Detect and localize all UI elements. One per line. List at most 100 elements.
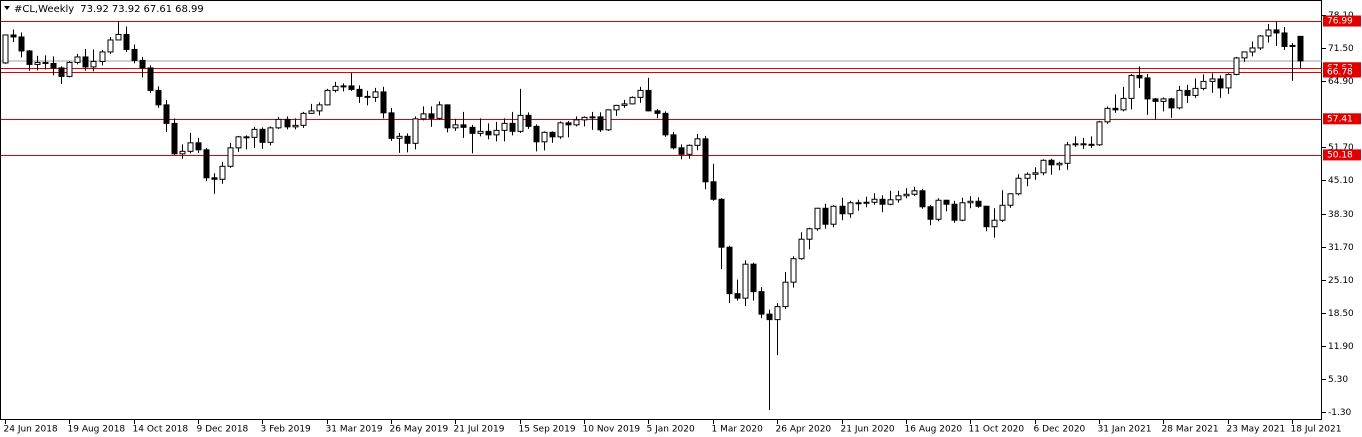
candle-body bbox=[822, 207, 829, 225]
candle-body bbox=[1249, 47, 1256, 53]
candle-body bbox=[1136, 74, 1143, 79]
candle-body bbox=[219, 165, 226, 180]
candle-body bbox=[139, 59, 146, 69]
candle-body bbox=[742, 263, 749, 299]
candle-body bbox=[790, 258, 797, 283]
candle-body bbox=[155, 89, 162, 106]
symbol: #CL,Weekly bbox=[14, 4, 74, 15]
candle-body bbox=[436, 104, 443, 119]
candle-body bbox=[983, 205, 990, 228]
candle-body bbox=[90, 60, 97, 68]
x-tick-label: 19 Aug 2018 bbox=[68, 425, 126, 435]
plot-marks bbox=[1, 20, 1322, 411]
x-tick-label: 6 Dec 2020 bbox=[1034, 425, 1086, 435]
candle-body bbox=[830, 205, 837, 225]
candle-body bbox=[927, 206, 934, 220]
candle-body bbox=[686, 144, 693, 155]
ohlc-close: 68.99 bbox=[175, 4, 204, 15]
candle-body bbox=[82, 56, 89, 68]
y-tick-label: 25.10 bbox=[1328, 276, 1354, 286]
candle-body bbox=[1209, 78, 1216, 82]
candle-body bbox=[324, 89, 331, 106]
candle-body bbox=[469, 126, 476, 134]
x-tick-label: 14 Oct 2018 bbox=[133, 425, 189, 435]
candle-body bbox=[718, 198, 725, 248]
candle-body bbox=[1104, 107, 1111, 123]
x-tick-label: 21 Jul 2019 bbox=[454, 425, 505, 435]
candle-body bbox=[163, 104, 170, 124]
y-tick-label: 5.30 bbox=[1328, 375, 1348, 385]
candle-body bbox=[549, 131, 556, 138]
candle-body bbox=[629, 96, 636, 105]
candle-body bbox=[774, 306, 781, 321]
y-tick-label: 38.30 bbox=[1328, 210, 1354, 220]
candle-body bbox=[203, 149, 210, 179]
candle-body bbox=[605, 109, 612, 131]
x-tick-label: 9 Dec 2018 bbox=[197, 425, 249, 435]
ohlc-open: 73.92 bbox=[80, 4, 109, 15]
menu-arrow[interactable] bbox=[4, 6, 10, 10]
candle-body bbox=[1007, 193, 1014, 206]
x-tick-label: 26 May 2019 bbox=[390, 425, 449, 435]
level-label-bg bbox=[1323, 113, 1361, 125]
candle-body bbox=[1112, 107, 1119, 111]
level-label: 50.18 bbox=[1327, 150, 1353, 160]
candle-body bbox=[195, 142, 202, 151]
candle-body bbox=[131, 48, 138, 61]
candle-body bbox=[493, 129, 500, 136]
candle-body bbox=[573, 119, 580, 126]
y-tick-label: 64.90 bbox=[1328, 77, 1354, 87]
overlay: #CL,Weekly 73.92 73.92 67.61 68.99 bbox=[4, 4, 204, 15]
candle-body bbox=[525, 114, 532, 127]
candle-body bbox=[645, 89, 652, 112]
candle-body bbox=[1297, 35, 1304, 62]
candle-body bbox=[991, 219, 998, 228]
candle-body bbox=[460, 124, 467, 128]
candle-body bbox=[1265, 29, 1272, 37]
candle-body bbox=[2, 34, 9, 64]
candle-body bbox=[734, 293, 741, 299]
candle-body bbox=[1088, 143, 1095, 146]
candle-body bbox=[1257, 35, 1264, 49]
candle-body bbox=[855, 202, 862, 205]
plot-frame bbox=[0, 0, 1322, 420]
candle-body bbox=[758, 291, 765, 315]
candle-body bbox=[726, 246, 733, 295]
candle-body bbox=[477, 130, 484, 134]
candle-body bbox=[678, 147, 685, 155]
candle-body bbox=[1241, 51, 1248, 59]
candle-body bbox=[444, 104, 451, 129]
y-tick-label: 31.70 bbox=[1328, 243, 1354, 253]
candle-body bbox=[919, 190, 926, 208]
x-tick-label: 26 Apr 2020 bbox=[776, 425, 832, 435]
candle-body bbox=[750, 263, 757, 293]
candle-body bbox=[621, 103, 628, 106]
candle-body bbox=[340, 85, 347, 88]
x-tick-label: 10 Nov 2019 bbox=[583, 425, 641, 435]
y-tick-label: 18.50 bbox=[1328, 309, 1354, 319]
candle-body bbox=[766, 313, 773, 321]
candle-body bbox=[1032, 172, 1039, 175]
x-tick-label: 18 Jul 2021 bbox=[1291, 425, 1342, 435]
candle-body bbox=[814, 207, 821, 230]
candle-body bbox=[959, 202, 966, 221]
candle-body bbox=[227, 147, 234, 167]
candle-body bbox=[372, 91, 379, 98]
candle-body bbox=[1192, 87, 1199, 96]
candle-body bbox=[637, 89, 644, 98]
candle-body bbox=[259, 128, 266, 143]
candle-body bbox=[911, 190, 918, 195]
level-label-bg bbox=[1323, 66, 1361, 78]
candle-body bbox=[428, 113, 435, 119]
candle-body bbox=[412, 118, 419, 144]
candle-body bbox=[123, 33, 130, 50]
candle-body bbox=[1225, 73, 1232, 89]
candle-body bbox=[251, 128, 258, 138]
level-label: 66.78 bbox=[1327, 68, 1353, 78]
candle-body bbox=[967, 200, 974, 204]
candle-body bbox=[798, 238, 805, 260]
x-tick-label: 3 Feb 2019 bbox=[261, 425, 312, 435]
x-tick-label: 5 Jan 2020 bbox=[647, 425, 695, 435]
